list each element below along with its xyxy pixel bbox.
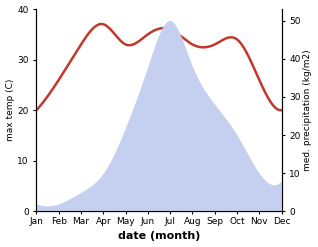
Y-axis label: med. precipitation (kg/m2): med. precipitation (kg/m2) (303, 49, 313, 171)
Y-axis label: max temp (C): max temp (C) (5, 79, 15, 141)
X-axis label: date (month): date (month) (118, 231, 200, 242)
